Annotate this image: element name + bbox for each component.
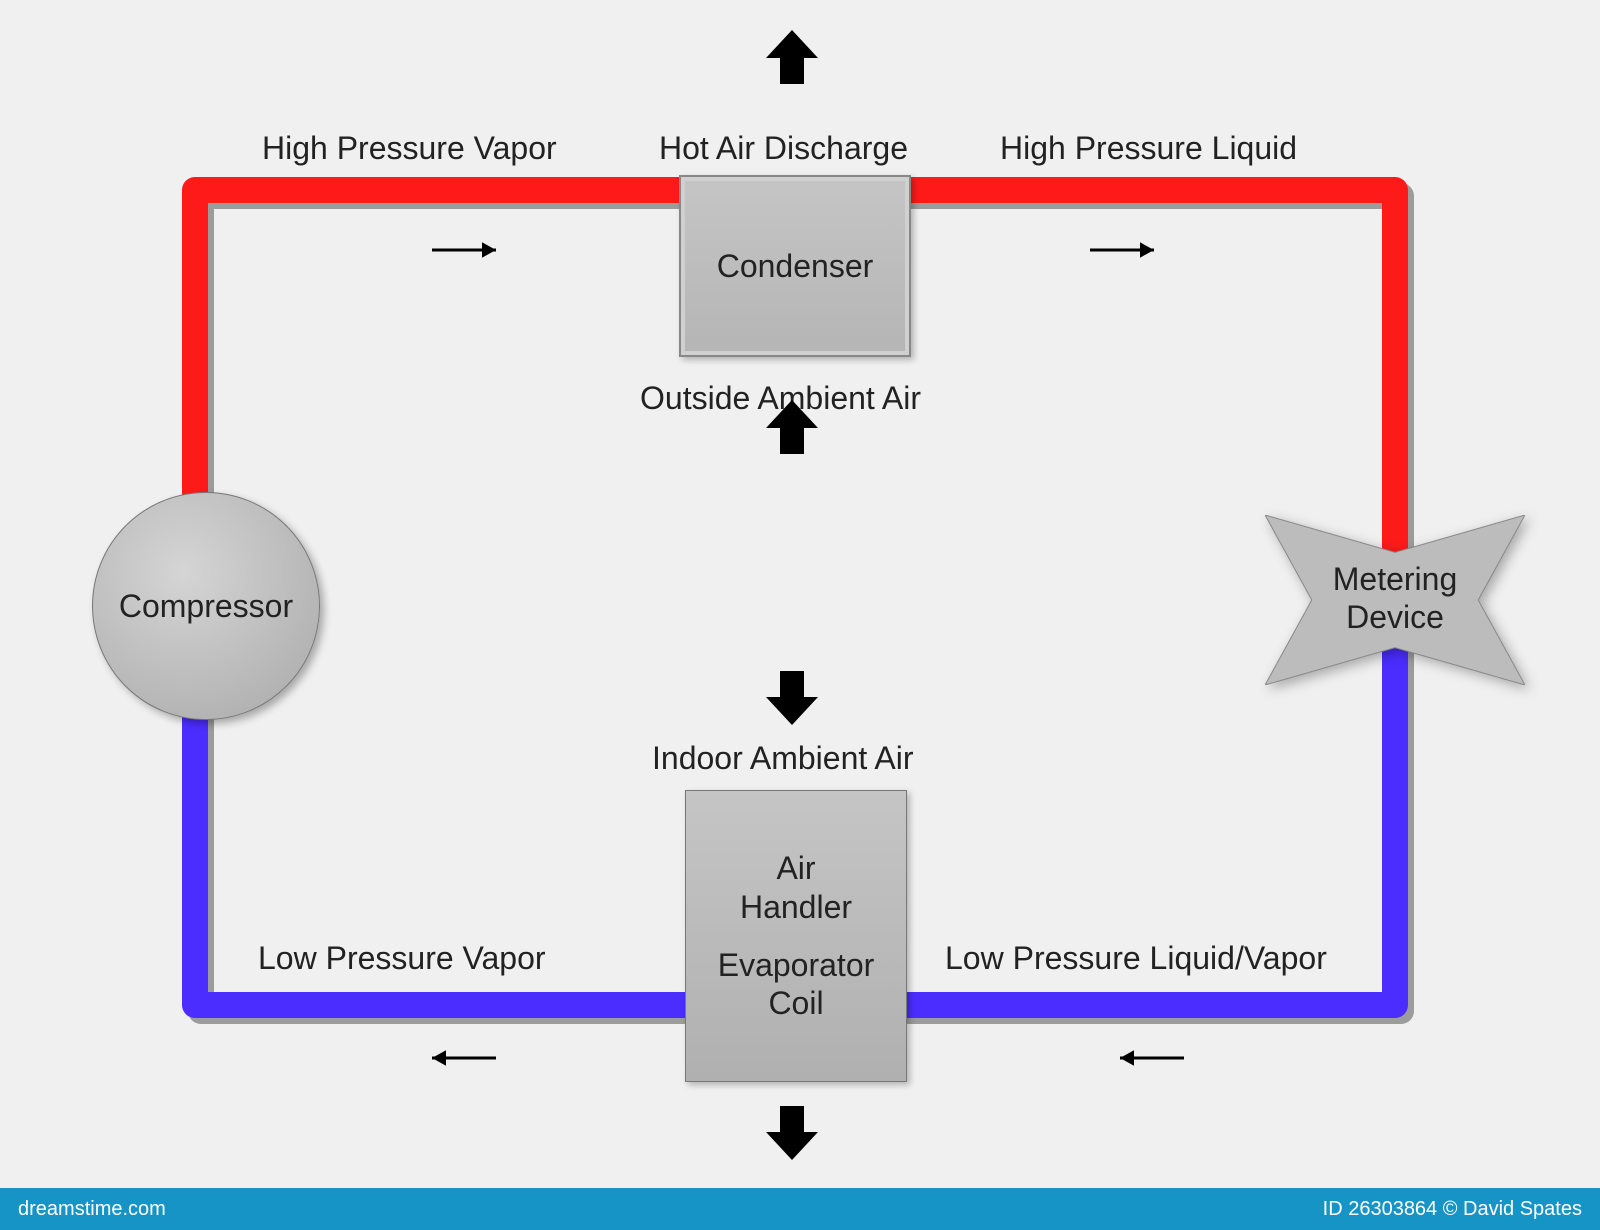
- watermark-footer: dreamstime.com ID 26303864 © David Spate…: [0, 1188, 1600, 1230]
- diagram-canvas: Condenser AirHandler EvaporatorCoil Comp…: [0, 0, 1600, 1230]
- watermark-site: dreamstime.com: [18, 1198, 166, 1221]
- watermark-credit: ID 26303864 © David Spates: [1323, 1198, 1582, 1221]
- flow-arrows: [0, 0, 1600, 1230]
